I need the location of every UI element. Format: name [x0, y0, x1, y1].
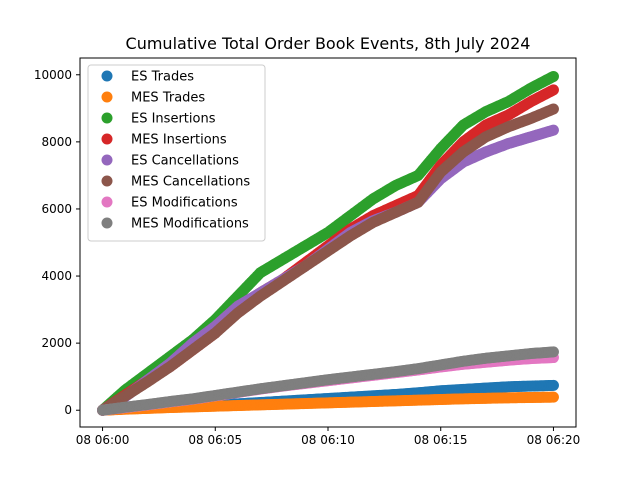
- chart-title: Cumulative Total Order Book Events, 8th …: [126, 34, 531, 53]
- axes-layer: 0 2000 4000 6000 8000 10000 08 06:00 08 06:05 08…: [34, 57, 581, 447]
- legend-label: ES Cancellations: [131, 154, 239, 169]
- data-point: [547, 70, 559, 82]
- data-point: [547, 346, 559, 358]
- legend-label: ES Modifications: [131, 196, 238, 211]
- x-tick-label: 08 06:00: [76, 433, 130, 447]
- legend-marker: [101, 196, 113, 208]
- series-mes-cancellations: [97, 103, 559, 416]
- legend-label: ES Insertions: [131, 112, 216, 127]
- series-mes-modifications: [97, 346, 559, 416]
- x-tick-label: 08 06:15: [414, 433, 468, 447]
- legend-marker: [101, 133, 113, 145]
- data-point: [547, 391, 559, 403]
- y-tick-label: 0: [64, 403, 72, 417]
- legend: ES Trades MES Trades ES Insertions MES Inse…: [87, 64, 266, 242]
- y-tick-label: 6000: [41, 202, 72, 216]
- series-es-insertions: [97, 70, 559, 416]
- legend-marker: [101, 154, 113, 166]
- legend-label: MES Insertions: [131, 133, 227, 148]
- legend-marker: [101, 112, 113, 124]
- legend-label: ES Trades: [131, 70, 194, 85]
- legend-label: MES Cancellations: [131, 175, 250, 190]
- legend-marker: [101, 175, 113, 187]
- data-point: [547, 379, 559, 391]
- legend-label: MES Modifications: [131, 217, 249, 232]
- data-point: [547, 84, 559, 96]
- data-point: [547, 124, 559, 136]
- y-tick-label: 2000: [41, 336, 72, 350]
- legend-marker: [101, 91, 113, 103]
- y-tick-label: 4000: [41, 269, 72, 283]
- y-tick-label: 8000: [41, 135, 72, 149]
- legend-label: MES Trades: [131, 91, 205, 106]
- x-tick-label: 08 06:10: [301, 433, 355, 447]
- y-tick-label: 10000: [34, 68, 72, 82]
- points-layer: [97, 70, 559, 416]
- legend-marker: [101, 217, 113, 229]
- legend-marker: [101, 70, 113, 82]
- data-point: [547, 103, 559, 115]
- x-tick-label: 08 06:20: [527, 433, 581, 447]
- legend-box: [87, 64, 266, 242]
- x-tick-label: 08 06:05: [188, 433, 242, 447]
